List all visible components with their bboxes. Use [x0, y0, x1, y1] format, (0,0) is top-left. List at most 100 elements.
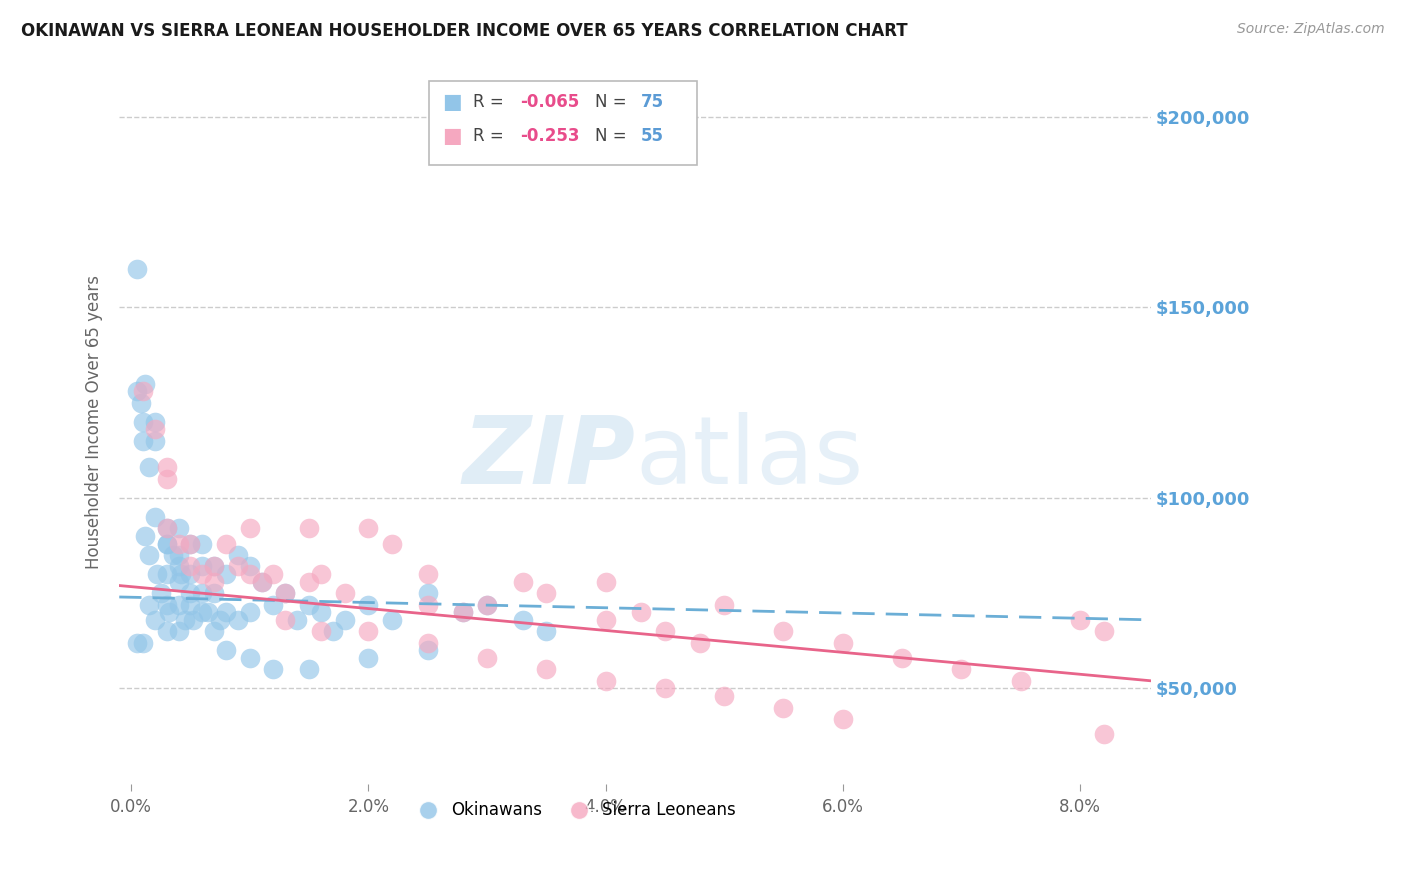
Point: [129, 395, 152, 409]
Point: [179, 536, 201, 550]
Point: [179, 536, 201, 550]
Point: [143, 613, 166, 627]
Point: [239, 605, 262, 619]
Point: [1069, 613, 1091, 627]
Point: [285, 613, 308, 627]
Point: [167, 521, 190, 535]
Legend: Okinawans, Sierra Leoneans: Okinawans, Sierra Leoneans: [405, 795, 742, 826]
Point: [274, 586, 297, 600]
Text: -0.253: -0.253: [520, 127, 579, 145]
Point: [595, 574, 617, 589]
Point: [333, 586, 356, 600]
Point: [512, 613, 534, 627]
Point: [179, 559, 201, 574]
Point: [713, 598, 735, 612]
Point: [191, 605, 214, 619]
Point: [298, 598, 321, 612]
Text: ■: ■: [443, 126, 463, 145]
Point: [309, 567, 332, 582]
Point: [215, 536, 238, 550]
Point: [298, 662, 321, 676]
Point: [215, 605, 238, 619]
Point: [536, 662, 558, 676]
Text: OKINAWAN VS SIERRA LEONEAN HOUSEHOLDER INCOME OVER 65 YEARS CORRELATION CHART: OKINAWAN VS SIERRA LEONEAN HOUSEHOLDER I…: [21, 22, 908, 40]
Point: [831, 636, 853, 650]
Point: [156, 472, 179, 486]
Point: [274, 613, 297, 627]
Text: 75: 75: [640, 93, 664, 111]
Point: [239, 651, 262, 665]
Text: atlas: atlas: [636, 412, 863, 504]
Point: [197, 605, 219, 619]
Point: [226, 559, 249, 574]
Point: [772, 624, 794, 639]
Point: [381, 536, 404, 550]
Point: [950, 662, 973, 676]
Point: [134, 376, 156, 391]
Point: [322, 624, 344, 639]
Point: [202, 586, 225, 600]
Point: [891, 651, 914, 665]
Text: ■: ■: [443, 92, 463, 112]
Text: R =: R =: [474, 93, 509, 111]
Point: [772, 700, 794, 714]
Point: [149, 586, 172, 600]
Point: [239, 521, 262, 535]
Point: [595, 673, 617, 688]
Point: [1092, 624, 1115, 639]
Point: [125, 636, 148, 650]
Point: [143, 510, 166, 524]
Point: [146, 567, 169, 582]
Point: [250, 574, 273, 589]
Point: [143, 415, 166, 429]
Point: [416, 643, 439, 657]
Point: [239, 559, 262, 574]
Text: ZIP: ZIP: [463, 412, 636, 504]
Point: [156, 521, 179, 535]
Point: [451, 605, 474, 619]
Point: [202, 574, 225, 589]
Point: [357, 624, 380, 639]
Point: [167, 559, 190, 574]
Point: [226, 548, 249, 562]
Point: [173, 613, 195, 627]
Point: [689, 636, 711, 650]
Text: R =: R =: [474, 127, 509, 145]
Point: [381, 613, 404, 627]
Point: [191, 586, 214, 600]
Point: [357, 651, 380, 665]
Point: [156, 624, 179, 639]
Point: [536, 586, 558, 600]
Point: [179, 586, 201, 600]
Point: [215, 643, 238, 657]
Text: Source: ZipAtlas.com: Source: ZipAtlas.com: [1237, 22, 1385, 37]
Point: [132, 636, 155, 650]
Text: -0.065: -0.065: [520, 93, 579, 111]
Point: [132, 384, 155, 399]
Point: [202, 559, 225, 574]
Point: [274, 586, 297, 600]
Point: [138, 548, 160, 562]
Point: [262, 662, 284, 676]
Point: [654, 681, 676, 696]
Point: [191, 536, 214, 550]
Point: [167, 574, 190, 589]
Point: [157, 605, 180, 619]
Point: [416, 636, 439, 650]
Point: [167, 624, 190, 639]
Point: [156, 460, 179, 475]
Point: [595, 613, 617, 627]
Point: [451, 605, 474, 619]
Point: [170, 567, 193, 582]
Point: [132, 434, 155, 448]
Point: [202, 559, 225, 574]
Point: [357, 598, 380, 612]
Point: [654, 624, 676, 639]
Point: [309, 624, 332, 639]
Point: [143, 434, 166, 448]
Point: [239, 567, 262, 582]
Point: [134, 529, 156, 543]
Point: [138, 460, 160, 475]
FancyBboxPatch shape: [429, 81, 697, 165]
Point: [179, 567, 201, 582]
